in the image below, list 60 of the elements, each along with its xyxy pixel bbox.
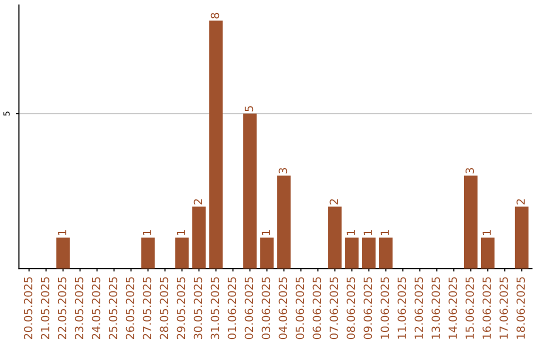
bar (192, 206, 206, 269)
x-tick-label: 28.05.2025 (160, 277, 168, 340)
x-tick-label: 25.05.2025 (108, 277, 118, 340)
x-tick-label: 09.06.2025 (364, 277, 372, 340)
x-tick-label: 16.06.2025 (482, 277, 491, 339)
x-tick-label: 10.06.2025 (380, 277, 390, 339)
bar (328, 206, 342, 269)
x-tick-label: 02.06.2025 (244, 277, 254, 340)
x-tick-label: 15.06.2025 (466, 277, 474, 339)
bar (379, 238, 393, 269)
bar (514, 206, 529, 269)
data-label: 8 (210, 12, 220, 18)
data-label: 3 (278, 168, 288, 174)
bar (56, 238, 70, 269)
x-tick-label: 03.06.2025 (262, 277, 270, 340)
x-tick-label: 22.05.2025 (58, 277, 66, 340)
bar (345, 238, 359, 269)
bar (175, 238, 189, 269)
x-tick-label: 23.05.2025 (74, 277, 84, 340)
x-tick-label: 31.05.2025 (210, 277, 220, 340)
data-label: 1 (482, 230, 491, 235)
data-label: 2 (516, 199, 525, 204)
data-label: 2 (194, 199, 202, 204)
x-tick-label: 05.06.2025 (296, 277, 304, 340)
bar (141, 238, 155, 269)
bar (480, 238, 495, 269)
x-tick-label: 17.06.2025 (500, 277, 508, 339)
data-label: 1 (176, 230, 186, 235)
x-tick-label: 14.06.2025 (448, 277, 457, 339)
x-tick-label: 21.05.2025 (40, 277, 50, 340)
x-tick-label: 01.06.2025 (228, 277, 236, 340)
x-tick-label: 11.06.2025 (398, 277, 406, 339)
x-tick-label: 13.06.2025 (432, 277, 440, 339)
x-tick-label: 27.05.2025 (142, 277, 152, 340)
data-label: 5 (244, 106, 254, 112)
bar (277, 176, 291, 269)
data-label: 1 (58, 230, 66, 235)
data-label: 1 (142, 230, 152, 235)
x-tick-label: 20.05.2025 (24, 277, 32, 340)
bar (362, 238, 376, 269)
x-tick-label: 29.05.2025 (176, 277, 186, 340)
x-tick-label: 12.06.2025 (414, 277, 424, 339)
x-tick-label: 26.05.2025 (126, 277, 134, 340)
x-tick-label: 18.06.2025 (516, 277, 525, 339)
x-tick-label: 06.06.2025 (312, 277, 322, 340)
data-label: 1 (364, 230, 372, 235)
data-label: 3 (466, 168, 474, 174)
data-label: 1 (346, 230, 355, 235)
bar (260, 238, 274, 269)
data-label: 2 (330, 199, 338, 204)
x-tick-label: 08.06.2025 (346, 277, 356, 340)
bar (243, 114, 257, 269)
data-label: 1 (380, 230, 389, 235)
x-tick-label: 07.06.2025 (330, 277, 338, 340)
data-label: 1 (262, 230, 270, 235)
bar (209, 20, 223, 269)
x-tick-label: 30.05.2025 (194, 277, 202, 340)
bar (464, 176, 478, 269)
x-tick-label: 04.06.2025 (278, 277, 288, 340)
x-tick-label: 24.05.2025 (92, 277, 100, 340)
